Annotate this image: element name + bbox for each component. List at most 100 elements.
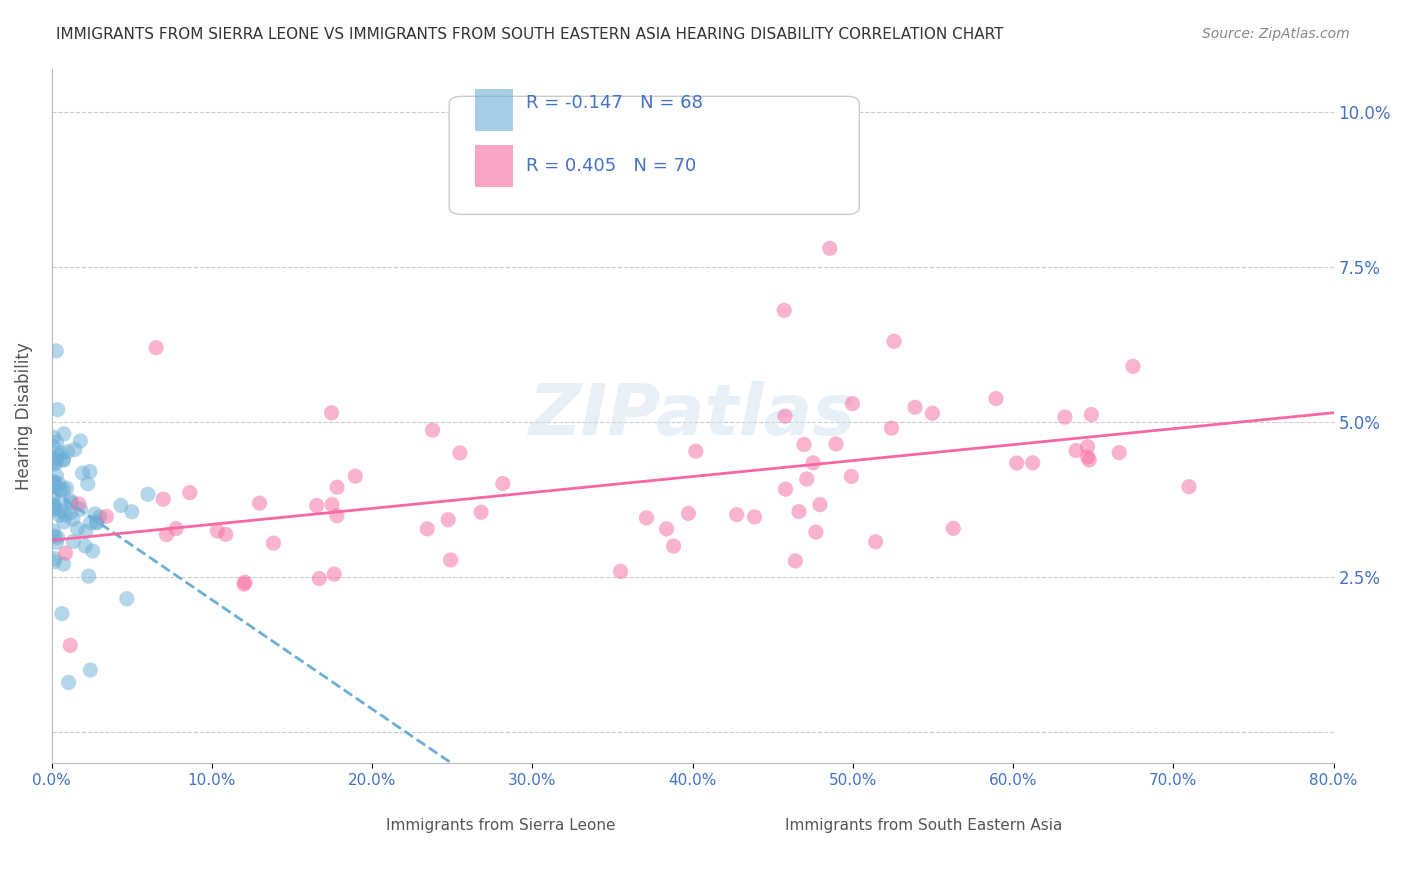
Point <box>55 508 77 522</box>
Point <box>804 525 827 540</box>
Point <box>326 480 349 494</box>
Point <box>1005 456 1028 470</box>
Text: Immigrants from South Eastern Asia: Immigrants from South Eastern Asia <box>785 818 1062 833</box>
Point <box>662 539 685 553</box>
Bar <box>744 815 776 836</box>
Point <box>841 469 863 483</box>
Point <box>58 675 80 690</box>
Point <box>42 450 65 465</box>
Point <box>45 501 67 516</box>
FancyBboxPatch shape <box>449 96 859 214</box>
Point <box>808 498 831 512</box>
Text: Immigrants from Sierra Leone: Immigrants from Sierra Leone <box>385 818 616 833</box>
Point <box>46 531 69 545</box>
Point <box>1022 456 1045 470</box>
Point <box>865 534 887 549</box>
Point <box>249 496 271 510</box>
Point <box>773 303 796 318</box>
Point <box>63 442 86 457</box>
Point <box>55 546 77 560</box>
Point <box>44 475 66 489</box>
Point <box>66 521 89 535</box>
Point <box>1178 480 1201 494</box>
Point <box>52 557 75 571</box>
Point <box>841 396 863 410</box>
Point <box>77 569 100 583</box>
Point <box>49 483 72 498</box>
Point <box>165 522 187 536</box>
Point <box>52 426 75 441</box>
Point <box>46 402 69 417</box>
Point <box>1078 453 1101 467</box>
Point <box>51 494 73 508</box>
Point <box>96 509 118 524</box>
Point <box>86 515 108 529</box>
Point <box>45 435 67 450</box>
Point <box>42 457 65 471</box>
Bar <box>475 89 513 131</box>
Point <box>344 469 367 483</box>
Point <box>215 527 238 541</box>
Point <box>44 453 66 467</box>
Text: ZIPatlas: ZIPatlas <box>529 381 856 450</box>
Point <box>416 522 439 536</box>
Point <box>69 502 91 516</box>
Point <box>42 524 65 538</box>
Point <box>942 521 965 535</box>
Point <box>44 551 66 566</box>
Point <box>52 452 75 467</box>
Point <box>110 499 132 513</box>
Point <box>801 456 824 470</box>
Point <box>825 437 848 451</box>
Point <box>636 511 658 525</box>
Point <box>818 241 841 255</box>
Point <box>67 497 90 511</box>
Point <box>492 476 515 491</box>
Point <box>115 591 138 606</box>
Point <box>207 524 229 538</box>
Point <box>145 341 167 355</box>
Point <box>59 494 82 508</box>
Point <box>785 554 807 568</box>
Point <box>678 507 700 521</box>
Point <box>42 440 65 454</box>
Point <box>326 508 349 523</box>
Point <box>470 505 492 519</box>
Point <box>796 472 818 486</box>
Point <box>121 505 143 519</box>
Point <box>89 510 111 524</box>
Point <box>44 477 66 491</box>
Point <box>308 572 330 586</box>
Point <box>45 535 67 549</box>
Point <box>880 421 903 435</box>
Point <box>79 663 101 677</box>
Point <box>76 476 98 491</box>
Point <box>787 505 810 519</box>
Point <box>59 506 82 520</box>
Point <box>42 499 65 513</box>
Bar <box>321 815 353 836</box>
Point <box>42 430 65 444</box>
Point <box>62 534 84 549</box>
Point <box>179 485 201 500</box>
Point <box>152 492 174 507</box>
Point <box>52 515 75 529</box>
Point <box>984 392 1007 406</box>
Text: R = 0.405   N = 70: R = 0.405 N = 70 <box>526 157 696 175</box>
Point <box>48 477 70 491</box>
Point <box>48 508 70 523</box>
Point <box>1108 445 1130 459</box>
Point <box>1077 440 1099 454</box>
Point <box>75 539 97 553</box>
Point <box>84 507 107 521</box>
Point <box>775 482 797 496</box>
Point <box>60 496 83 510</box>
Point <box>305 499 328 513</box>
Point <box>49 446 72 460</box>
Point <box>42 489 65 503</box>
Point <box>45 456 67 470</box>
Text: IMMIGRANTS FROM SIERRA LEONE VS IMMIGRANTS FROM SOUTH EASTERN ASIA HEARING DISAB: IMMIGRANTS FROM SIERRA LEONE VS IMMIGRAN… <box>56 27 1004 42</box>
Point <box>55 481 77 495</box>
Point <box>155 527 177 541</box>
Point <box>449 446 471 460</box>
